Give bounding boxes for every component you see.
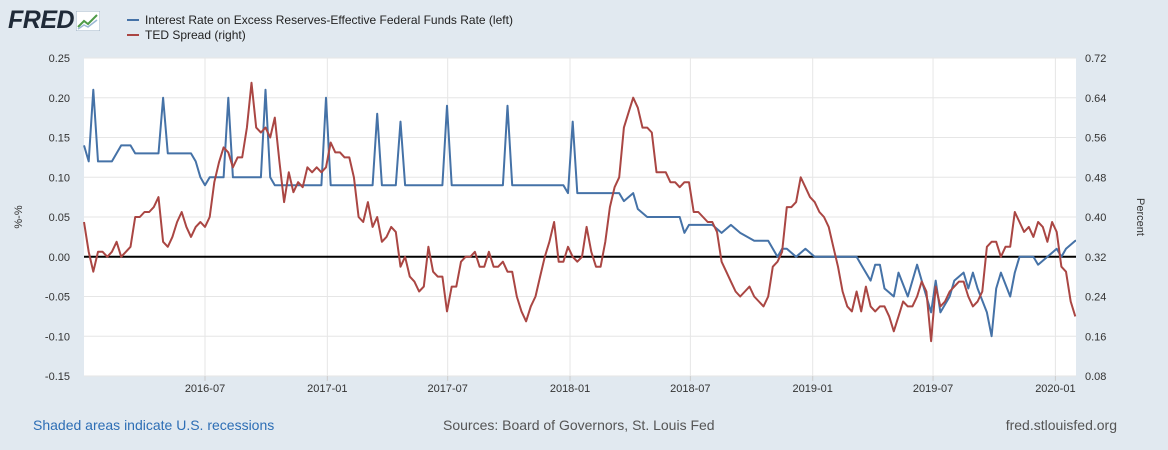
left-tick-label: -0.05 [45, 292, 70, 304]
site-link[interactable]: fred.stlouisfed.org [1005, 417, 1117, 433]
gridlines [84, 57, 1076, 377]
x-tick-label: 2019-07 [913, 383, 953, 395]
legend-item-iorb[interactable]: Interest Rate on Excess Reserves-Effecti… [127, 12, 513, 27]
x-tick-label: 2016-07 [185, 383, 225, 395]
left-tick-label: 0.15 [49, 133, 70, 145]
right-tick-label: 0.40 [1085, 212, 1106, 224]
recession-note[interactable]: Shaded areas indicate U.S. recessions [33, 417, 275, 433]
left-tick-label: 0.05 [49, 212, 70, 224]
right-tick-label: 0.48 [1085, 172, 1106, 184]
right-tick-label: 0.32 [1085, 252, 1106, 264]
right-tick-label: 0.56 [1085, 133, 1106, 145]
left-tick-label: 0.20 [49, 93, 70, 105]
x-tick-label: 2017-01 [307, 383, 347, 395]
x-tick-label: 2020-01 [1035, 383, 1075, 395]
series-line-ted-spread[interactable] [83, 81, 1077, 343]
legend-swatch-blue [127, 18, 139, 21]
left-tick-label: 0.10 [49, 172, 70, 184]
sources-text: Sources: Board of Governors, St. Louis F… [443, 417, 715, 433]
chart-legend: Interest Rate on Excess Reserves-Effecti… [127, 12, 513, 42]
x-tick-label: 2018-07 [670, 383, 710, 395]
left-axis-label: %-% [13, 205, 25, 228]
series-line-iorb-effr[interactable] [83, 88, 1077, 338]
right-tick-label: 0.64 [1085, 93, 1106, 105]
x-axis-ticks: 2016-07 2017-01 2017-07 2018-01 2018-07 2019-… [185, 376, 1076, 395]
x-tick-label: 2017-07 [428, 383, 468, 395]
left-tick-label: 0.00 [49, 252, 70, 264]
left-tick-label: -0.15 [45, 371, 70, 383]
right-tick-label: 0.24 [1085, 292, 1106, 304]
left-tick-label: 0.25 [49, 53, 70, 65]
logo-text: FRED [8, 6, 75, 34]
chart-line-icon [76, 10, 101, 31]
series-layer [83, 81, 1077, 343]
right-tick-label: 0.08 [1085, 371, 1106, 383]
left-axis-ticks: 0.25 0.20 0.15 0.10 0.05 0.00 -0.05 -0.10 -0.15 [45, 53, 70, 383]
legend-item-ted[interactable]: TED Spread (right) [127, 27, 513, 42]
legend-label-ted: TED Spread (right) [145, 27, 246, 42]
x-tick-label: 2019-01 [793, 383, 833, 395]
x-tick-label: 2018-01 [550, 383, 590, 395]
right-axis-ticks: 0.72 0.64 0.56 0.48 0.40 0.32 0.24 0.16 0.08 [1085, 53, 1106, 383]
right-axis-label: Percent [1134, 198, 1146, 236]
fred-logo[interactable]: FRED [8, 6, 101, 35]
right-tick-label: 0.72 [1085, 53, 1106, 65]
right-tick-label: 0.16 [1085, 331, 1106, 343]
legend-label-iorb: Interest Rate on Excess Reserves-Effecti… [145, 12, 513, 27]
legend-swatch-red [127, 33, 139, 36]
left-tick-label: -0.10 [45, 331, 70, 343]
